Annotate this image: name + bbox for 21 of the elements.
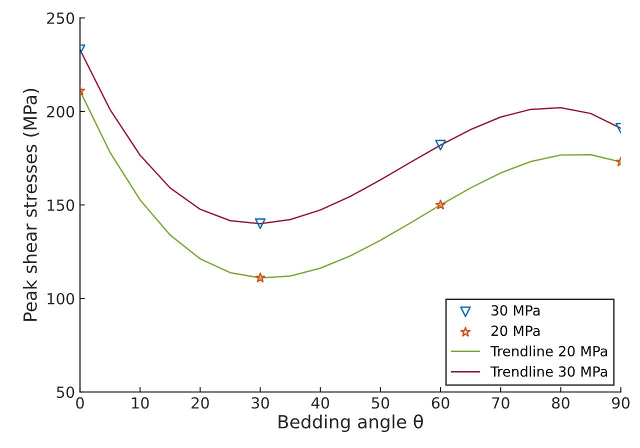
legend-label: 30 MPa [492, 305, 540, 316]
y-tick-label: 50 [56, 386, 74, 398]
legend-label: Trendline 20 MPa [490, 346, 608, 356]
y-tick-label: 100 [48, 292, 74, 304]
x-tick-label: 50 [372, 397, 390, 409]
x-tick-label: 60 [432, 397, 450, 409]
x-tick-label: 20 [192, 397, 209, 409]
x-tick-label: 30 [252, 397, 269, 409]
y-tick-label: 250 [47, 12, 74, 24]
x-tick-label: 70 [492, 397, 510, 409]
y-tick-label: 150 [48, 199, 74, 211]
legend-label: 20 MPa [492, 326, 540, 336]
x-axis-title: Bedding angle θ [278, 414, 423, 432]
y-tick-label: 200 [47, 106, 74, 118]
y-axis-title: Peak shear stresses (MPa) [22, 88, 40, 321]
x-tick-label: 10 [132, 397, 149, 409]
x-tick-label: 40 [311, 397, 330, 409]
legend-label: Trendline 30 MPa [490, 366, 608, 377]
x-tick-label: 0 [76, 397, 84, 409]
x-tick-label: 90 [612, 397, 630, 409]
x-tick-label: 80 [552, 397, 570, 409]
